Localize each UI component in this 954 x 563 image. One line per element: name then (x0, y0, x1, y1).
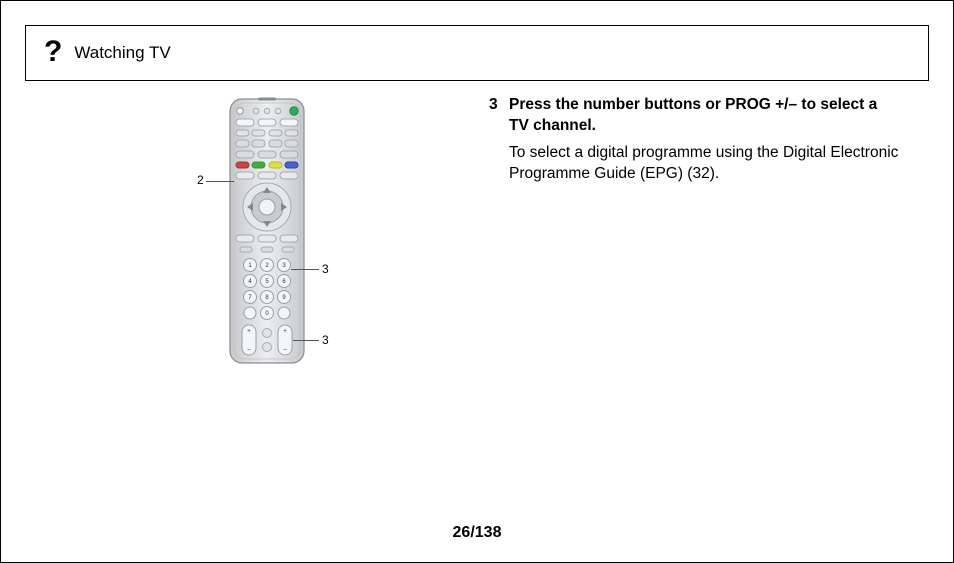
content-area: 1 2 3 4 5 6 7 8 9 0 + − + (1, 93, 953, 512)
callout-line-3a (291, 269, 319, 270)
manual-page: ? Watching TV (0, 0, 954, 563)
callout-2: 2 (197, 173, 204, 187)
callout-3b: 3 (322, 333, 329, 347)
section-title: Watching TV (74, 43, 170, 63)
instruction-step: 3 Press the number buttons or PROG +/– t… (489, 95, 899, 185)
callout-3a: 3 (322, 262, 329, 276)
svg-text:+: + (247, 328, 251, 335)
callout-line-3b (293, 340, 319, 341)
instruction-block: 3 Press the number buttons or PROG +/– t… (489, 95, 899, 185)
callout-line-2 (206, 181, 234, 182)
svg-text:−: − (283, 347, 287, 354)
question-icon: ? (44, 35, 62, 69)
step-main-line: Press the number buttons or PROG +/– to … (509, 95, 899, 137)
svg-text:+: + (283, 328, 287, 335)
step-sub-line: To select a digital programme using the … (509, 143, 899, 185)
step-body: Press the number buttons or PROG +/– to … (509, 95, 899, 185)
remote-svg: 1 2 3 4 5 6 7 8 9 0 + − + (226, 97, 308, 367)
remote-illustration: 1 2 3 4 5 6 7 8 9 0 + − + (226, 97, 308, 367)
page-indicator: 26/138 (1, 524, 953, 542)
section-header: ? Watching TV (25, 25, 929, 81)
step-number: 3 (489, 95, 505, 185)
svg-text:−: − (247, 347, 251, 354)
